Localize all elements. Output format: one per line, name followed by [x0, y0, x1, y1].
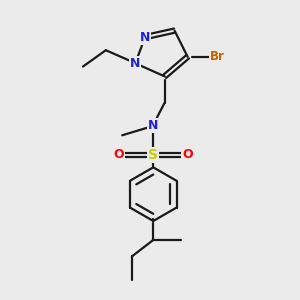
Text: S: S	[148, 148, 158, 162]
Text: Br: Br	[210, 50, 224, 63]
Text: O: O	[114, 148, 124, 161]
Text: O: O	[182, 148, 193, 161]
Text: N: N	[140, 31, 150, 44]
Text: N: N	[148, 119, 158, 132]
Text: N: N	[130, 57, 140, 70]
